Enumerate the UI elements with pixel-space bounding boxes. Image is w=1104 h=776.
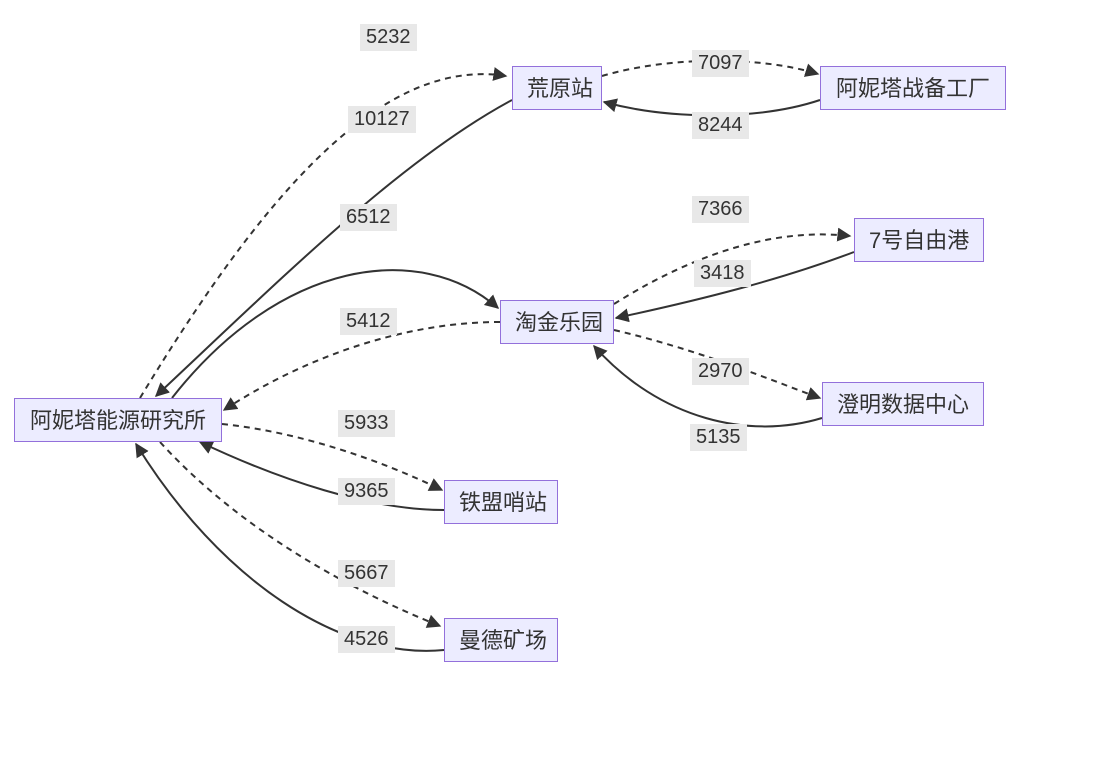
edge-label-factory-huang: 8244 <box>692 112 749 139</box>
node-huang: 荒原站 <box>512 66 602 110</box>
node-hub: 阿妮塔能源研究所 <box>14 398 222 442</box>
edge-hub-huang <box>140 74 506 398</box>
edge-label-mande-hub: 4526 <box>338 626 395 653</box>
edge-label-taojin-port7: 7366 <box>692 196 749 223</box>
edge-label-huang-hub: 10127 <box>348 106 416 133</box>
edge-label-hub-taojin: 6512 <box>340 204 397 231</box>
edge-label-huang-factory: 7097 <box>692 50 749 77</box>
edge-label-taojin-hub: 5412 <box>340 308 397 335</box>
node-taojin: 淘金乐园 <box>500 300 614 344</box>
edge-hub-taojin <box>172 270 498 398</box>
node-tiemeng: 铁盟哨站 <box>444 480 558 524</box>
edge-taojin-hub <box>224 322 500 410</box>
edge-huang-hub <box>156 100 512 396</box>
edge-hub-tiemeng <box>222 424 442 490</box>
edge-label-port7-taojin: 3418 <box>694 260 751 287</box>
edge-label-hub-mande: 5667 <box>338 560 395 587</box>
edge-label-hub-tiemeng: 5933 <box>338 410 395 437</box>
node-data: 澄明数据中心 <box>822 382 984 426</box>
diagram-canvas: 阿妮塔能源研究所 荒原站 阿妮塔战备工厂淘金乐园 7号自由港澄明数据中心铁盟哨站曼德矿… <box>0 0 1104 776</box>
edge-label-taojin-data: 2970 <box>692 358 749 385</box>
node-port7: 7号自由港 <box>854 218 984 262</box>
node-mande: 曼德矿场 <box>444 618 558 662</box>
edge-mande-hub <box>136 444 444 651</box>
node-factory: 阿妮塔战备工厂 <box>820 66 1006 110</box>
edge-label-tiemeng-hub: 9365 <box>338 478 395 505</box>
edge-label-hub-huang: 5232 <box>360 24 417 51</box>
edge-tiemeng-hub <box>200 442 444 510</box>
edge-label-data-taojin: 5135 <box>690 424 747 451</box>
edge-hub-mande <box>160 442 440 626</box>
